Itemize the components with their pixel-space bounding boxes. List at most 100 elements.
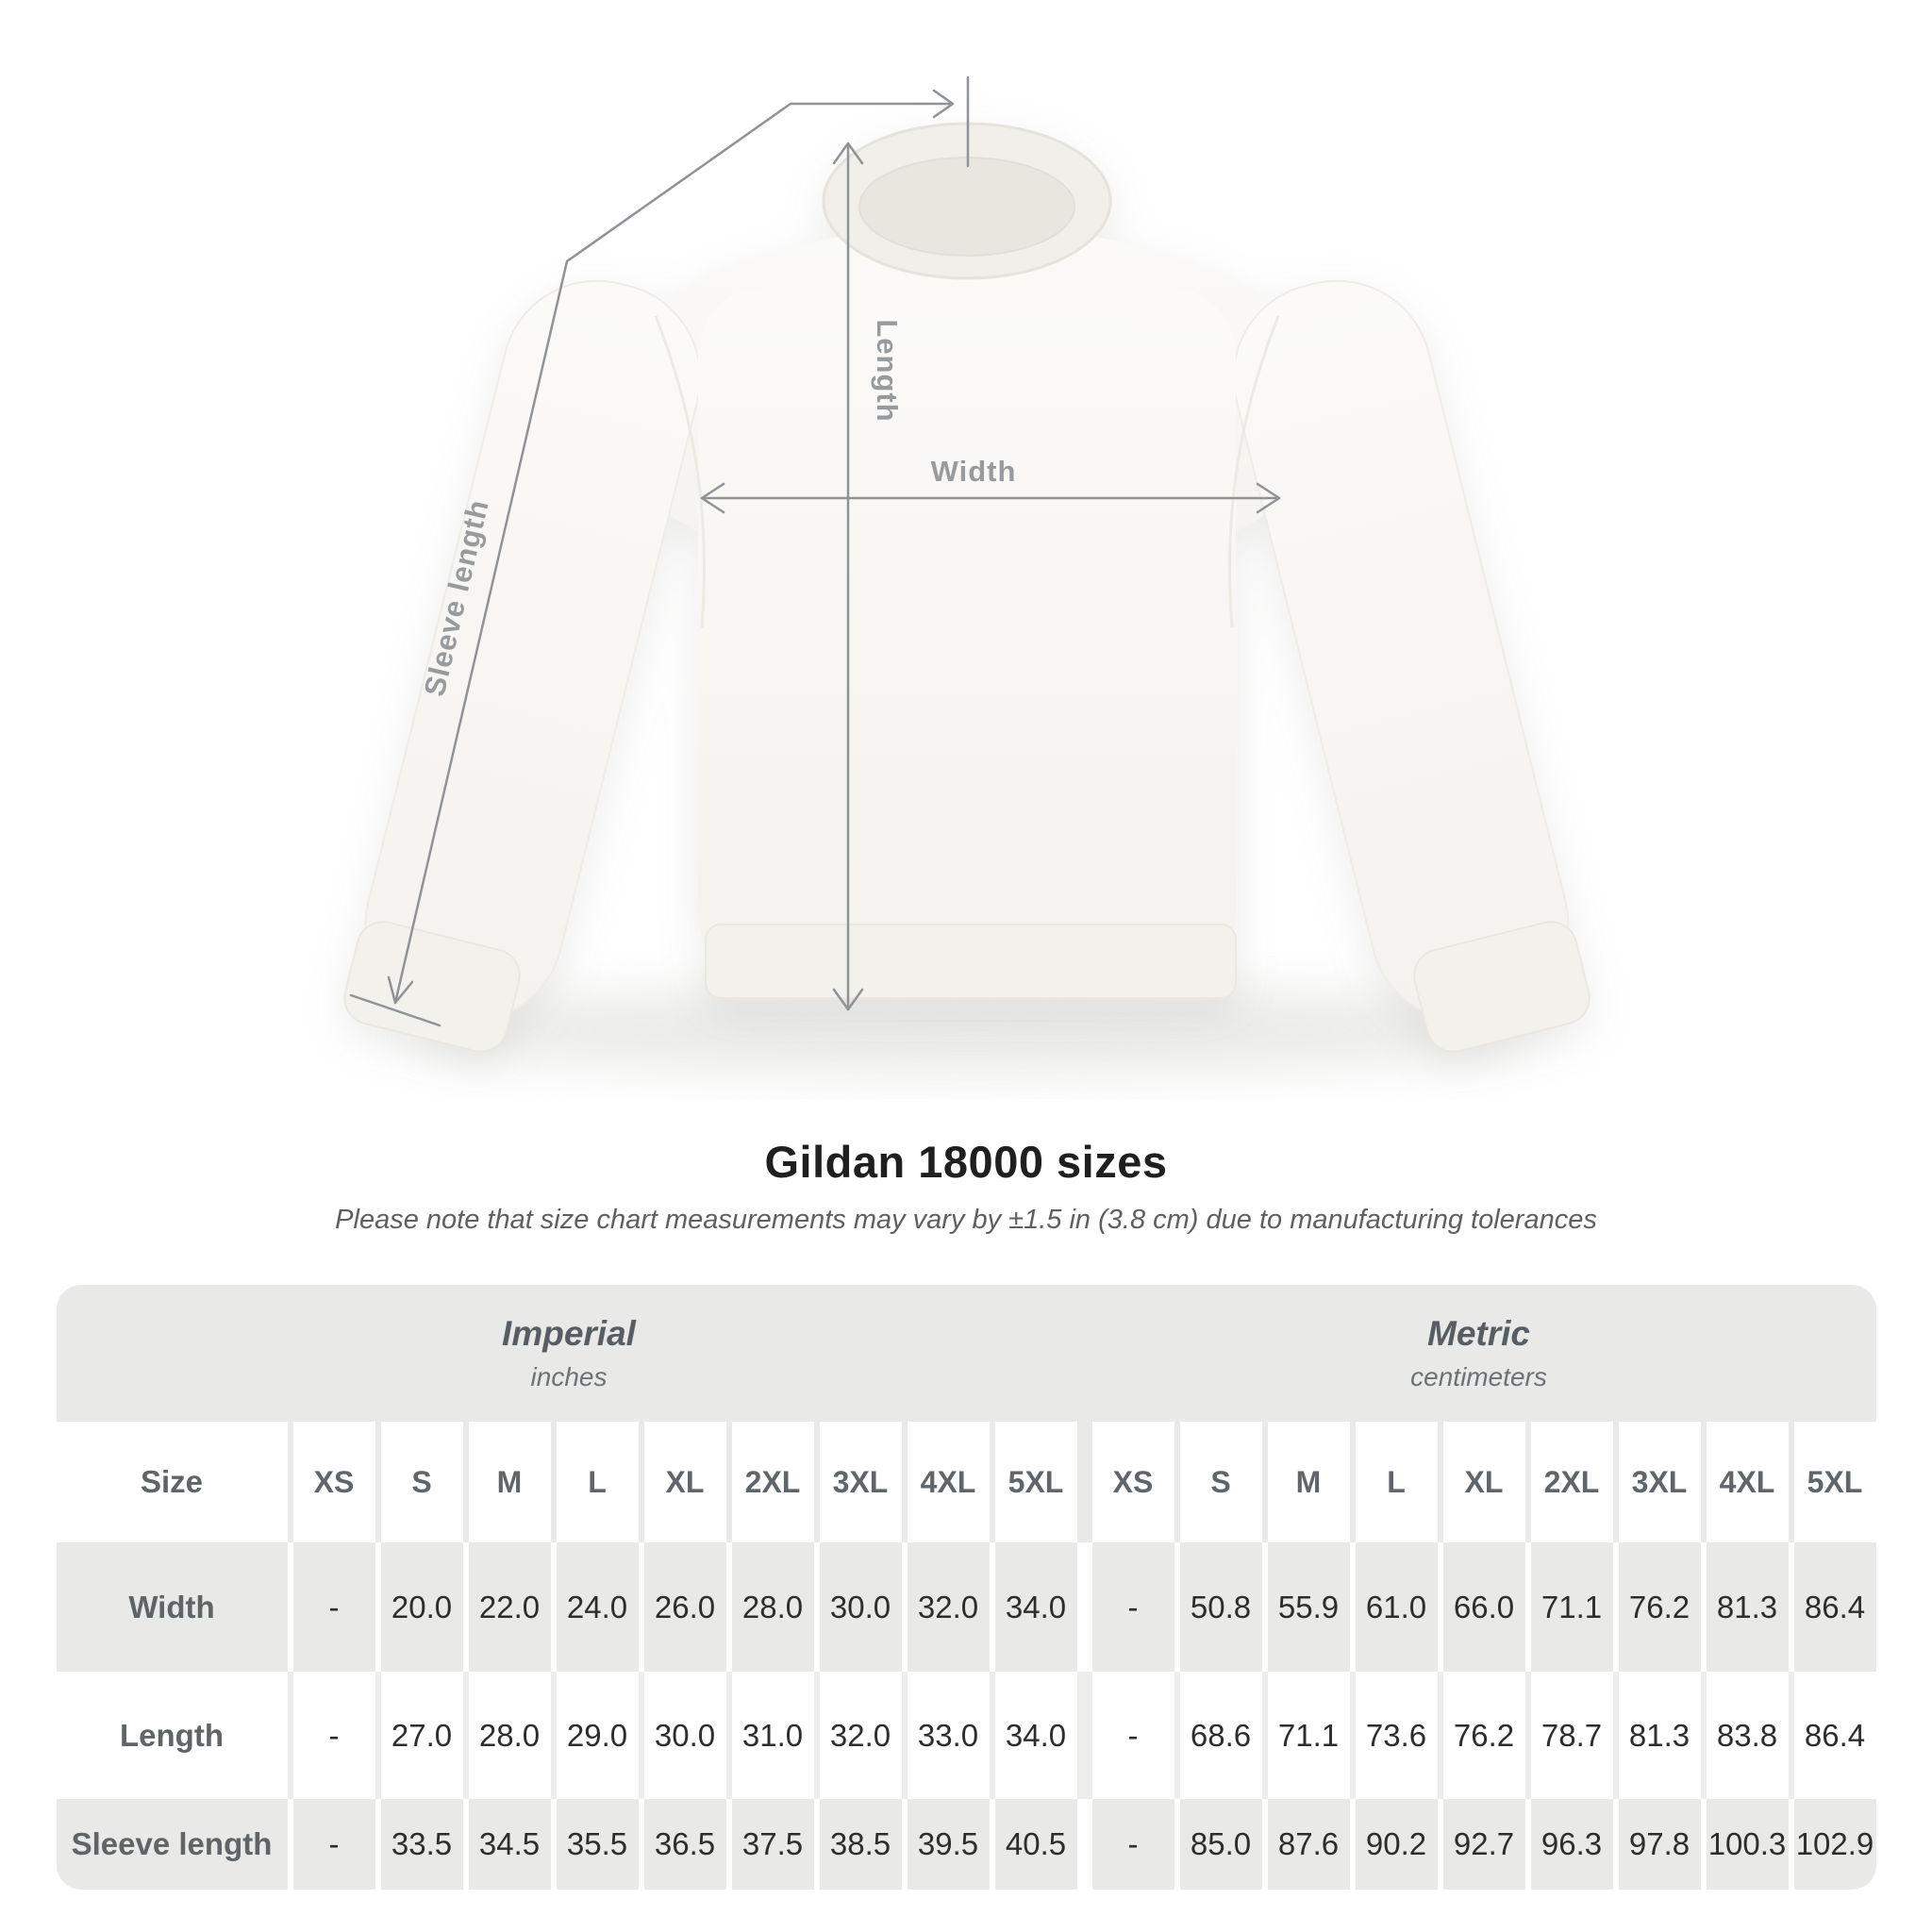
right-shoulder-seam bbox=[1228, 315, 1280, 628]
group-divider bbox=[1076, 1672, 1087, 1799]
measurement-value-metric: 86.4 bbox=[1788, 1672, 1876, 1799]
row-label-sleeve-length: Sleeve length bbox=[56, 1799, 288, 1890]
measurement-value-imperial: 20.0 bbox=[375, 1542, 463, 1672]
size-column-header: S bbox=[1174, 1422, 1262, 1542]
row-label-width: Width bbox=[56, 1542, 288, 1672]
measurement-value-imperial: - bbox=[287, 1542, 375, 1672]
measurement-value-metric: - bbox=[1086, 1799, 1174, 1890]
measurement-value-metric: 102.9 bbox=[1788, 1799, 1876, 1890]
size-column-header: S bbox=[375, 1422, 463, 1542]
measurement-value-imperial: 35.5 bbox=[550, 1799, 639, 1890]
measurement-value-metric: 78.7 bbox=[1524, 1672, 1613, 1799]
measurement-value-metric: 71.1 bbox=[1524, 1542, 1613, 1672]
size-column-header: M bbox=[1261, 1422, 1350, 1542]
measurement-value-imperial: 34.5 bbox=[462, 1799, 551, 1890]
dimension-annotations bbox=[349, 75, 1281, 1027]
heading-section: Gildan 18000 sizes Please note that size… bbox=[0, 1136, 1932, 1236]
size-column-header: 3XL bbox=[1612, 1422, 1701, 1542]
sleeve-length-bottom-arrowhead bbox=[387, 975, 414, 1005]
measurement-value-imperial: 38.5 bbox=[813, 1799, 902, 1890]
measurement-value-metric: 81.3 bbox=[1612, 1672, 1701, 1799]
table-row-length: Length -27.0 28.0 29.0 30.0 31.0 32.0 33.0 34.0… bbox=[56, 1672, 1876, 1799]
measurement-value-imperial: 40.5 bbox=[989, 1799, 1077, 1890]
measurement-value-metric: 76.2 bbox=[1612, 1542, 1701, 1672]
measurement-value-imperial: 39.5 bbox=[901, 1799, 990, 1890]
measurement-value-imperial: 24.0 bbox=[550, 1542, 639, 1672]
group-divider bbox=[1076, 1799, 1087, 1890]
measurement-value-metric: 73.6 bbox=[1349, 1672, 1438, 1799]
measurement-value-metric: - bbox=[1086, 1542, 1174, 1672]
collar-opening bbox=[858, 157, 1075, 257]
length-label: Length bbox=[871, 319, 904, 422]
unit-group-header: Imperial inches Metric centimeters bbox=[56, 1285, 1876, 1422]
measurement-value-metric: 71.1 bbox=[1261, 1672, 1350, 1799]
length-bottom-arrowhead bbox=[832, 988, 864, 1011]
measurement-value-metric: 97.8 bbox=[1612, 1799, 1701, 1890]
size-column-header: 4XL bbox=[901, 1422, 990, 1542]
size-column-header: 2XL bbox=[1524, 1422, 1613, 1542]
measurement-value-imperial: 34.0 bbox=[989, 1672, 1077, 1799]
measurement-value-metric: 76.2 bbox=[1437, 1672, 1525, 1799]
metric-group-unit: centimeters bbox=[1410, 1362, 1547, 1391]
width-label: Width bbox=[931, 455, 1017, 488]
measurement-value-imperial: 30.0 bbox=[813, 1542, 902, 1672]
measurement-value-imperial: 37.5 bbox=[725, 1799, 814, 1890]
sleeve-length-arrowhead bbox=[932, 89, 955, 119]
left-sleeve bbox=[364, 279, 702, 1023]
measurement-value-metric: - bbox=[1086, 1672, 1174, 1799]
size-column-header: XL bbox=[638, 1422, 726, 1542]
imperial-group-unit: inches bbox=[530, 1362, 608, 1391]
size-column-header: 2XL bbox=[725, 1422, 814, 1542]
size-column-header: 5XL bbox=[989, 1422, 1077, 1542]
size-table: Imperial inches Metric centimeters Size … bbox=[56, 1285, 1876, 1890]
measurement-value-metric: 85.0 bbox=[1174, 1799, 1262, 1890]
measurement-value-metric: 90.2 bbox=[1349, 1799, 1438, 1890]
sweatshirt bbox=[343, 122, 1591, 1053]
garment-shadow bbox=[406, 987, 1538, 1074]
sleeve-length-line bbox=[393, 102, 953, 1005]
right-cuff bbox=[1413, 921, 1591, 1053]
measurement-value-imperial: 28.0 bbox=[462, 1672, 551, 1799]
measurement-value-metric: 83.8 bbox=[1700, 1672, 1789, 1799]
size-header-cell: Size bbox=[56, 1422, 288, 1542]
measurement-value-imperial: 28.0 bbox=[725, 1542, 814, 1672]
measurement-value-imperial: 30.0 bbox=[638, 1672, 726, 1799]
size-column-header: XS bbox=[287, 1422, 375, 1542]
group-divider bbox=[1076, 1422, 1087, 1542]
size-column-header: 5XL bbox=[1788, 1422, 1876, 1542]
size-column-header: 4XL bbox=[1700, 1422, 1789, 1542]
measurement-value-metric: 68.6 bbox=[1174, 1672, 1262, 1799]
row-label-length: Length bbox=[56, 1672, 288, 1799]
measurement-value-imperial: 26.0 bbox=[638, 1542, 726, 1672]
width-right-arrowhead bbox=[1256, 482, 1281, 514]
table-row-sleeve-length: Sleeve length -33.5 34.5 35.5 36.5 37.5 38.5 3… bbox=[56, 1799, 1876, 1890]
sweatshirt-diagram: Length Width Sleeve length bbox=[343, 75, 1591, 1074]
measurement-value-imperial: 36.5 bbox=[638, 1799, 726, 1890]
tolerance-note: Please note that size chart measurements… bbox=[335, 1205, 1597, 1235]
measurement-value-metric: 96.3 bbox=[1524, 1799, 1613, 1890]
measurement-value-metric: 100.3 bbox=[1700, 1799, 1789, 1890]
measurement-value-metric: 55.9 bbox=[1261, 1542, 1350, 1672]
imperial-group-header: Imperial inches bbox=[57, 1285, 1082, 1422]
measurement-value-metric: 87.6 bbox=[1261, 1799, 1350, 1890]
hem-band bbox=[705, 924, 1237, 999]
right-sleeve bbox=[1232, 279, 1570, 1023]
measurement-value-imperial: 22.0 bbox=[462, 1542, 551, 1672]
measurement-value-imperial: 32.0 bbox=[901, 1542, 990, 1672]
measurement-value-imperial: 33.5 bbox=[375, 1799, 463, 1890]
table-row-width: Width -20.0 22.0 24.0 26.0 28.0 30.0 32.0 34.0-… bbox=[56, 1542, 1876, 1672]
cuff-tick bbox=[349, 993, 441, 1027]
measurement-value-imperial: - bbox=[287, 1799, 375, 1890]
length-top-arrowhead bbox=[832, 142, 864, 165]
size-column-header: XS bbox=[1086, 1422, 1174, 1542]
metric-group-header: Metric centimeters bbox=[1082, 1285, 1876, 1422]
size-column-header: M bbox=[462, 1422, 551, 1542]
size-column-header: L bbox=[1349, 1422, 1438, 1542]
measurement-value-imperial: 29.0 bbox=[550, 1672, 639, 1799]
measurement-value-imperial: 31.0 bbox=[725, 1672, 814, 1799]
measurement-value-metric: 81.3 bbox=[1700, 1542, 1789, 1672]
measurement-value-imperial: 27.0 bbox=[375, 1672, 463, 1799]
left-shoulder-seam bbox=[654, 315, 706, 628]
imperial-group-title: Imperial bbox=[502, 1314, 636, 1353]
group-divider bbox=[1076, 1542, 1087, 1672]
